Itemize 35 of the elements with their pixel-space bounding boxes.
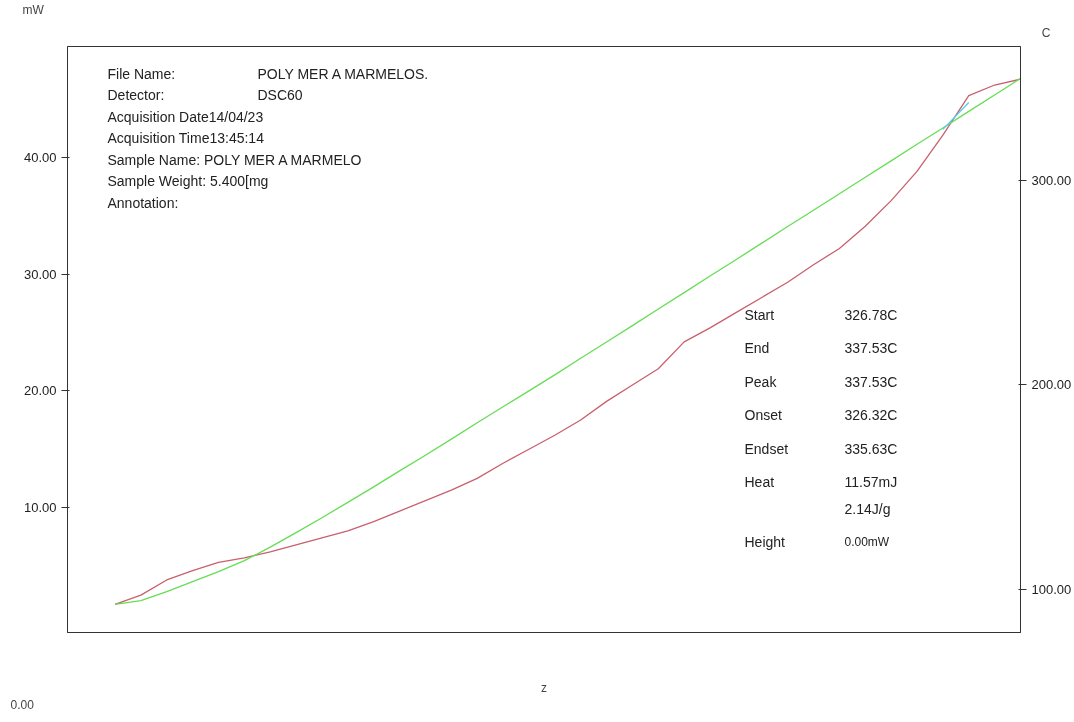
annotation: 326.78C bbox=[844, 306, 898, 323]
y2-axis-title: C bbox=[1041, 25, 1051, 40]
annotation: 2.14J/g bbox=[844, 501, 891, 517]
annotation: Sample Weight: 5.400[mg bbox=[107, 173, 269, 189]
y-tick-label: 10.00 bbox=[23, 500, 57, 516]
annotation: 337.53C bbox=[844, 340, 898, 356]
annotation: Detector: bbox=[107, 87, 165, 103]
y-tick-label: 20.00 bbox=[23, 383, 57, 399]
annotation: Peak bbox=[744, 373, 778, 390]
annotation: Start bbox=[744, 306, 775, 323]
text: 0.00 bbox=[10, 697, 35, 712]
annotation: Heat bbox=[744, 474, 775, 490]
annotation: 326.32C bbox=[844, 407, 898, 423]
annotation: Endset bbox=[744, 440, 789, 457]
x-axis-title: z bbox=[541, 680, 547, 695]
annotation: File Name: bbox=[107, 65, 176, 82]
y2-tick-label: 300.00 bbox=[1031, 172, 1072, 188]
annotation: Height bbox=[744, 534, 786, 550]
y-tick-label: 30.00 bbox=[23, 266, 57, 282]
annotation: Sample Name: POLY MER A MARMELO bbox=[107, 151, 362, 168]
annotation: Onset bbox=[744, 407, 782, 423]
annotation: Acquisition Time13:45:14 bbox=[107, 130, 265, 146]
annotation: End bbox=[744, 340, 770, 356]
annotation: 337.53C bbox=[844, 373, 898, 390]
annotation: Annotation: bbox=[107, 194, 179, 211]
annotation: DSC60 bbox=[257, 87, 303, 103]
y-axis-title: mW bbox=[22, 2, 45, 17]
y2-tick-label: 200.00 bbox=[1031, 377, 1072, 393]
annotation: 0.00mW bbox=[844, 535, 890, 549]
y2-tick-label: 100.00 bbox=[1031, 582, 1072, 598]
annotation: Acquisition Date14/04/23 bbox=[107, 108, 264, 125]
y-tick-label: 40.00 bbox=[23, 149, 57, 165]
annotation: POLY MER A MARMELOS. bbox=[257, 65, 429, 82]
annotation: 11.57mJ bbox=[844, 474, 898, 490]
annotation: 335.63C bbox=[844, 440, 898, 457]
